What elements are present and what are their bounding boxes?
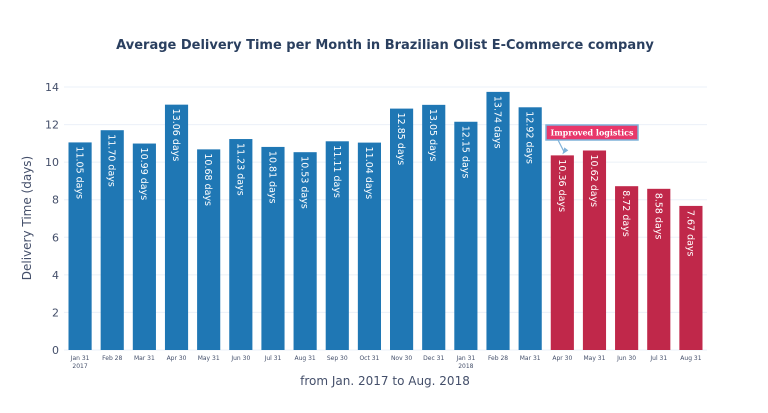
bar-data-label: 10.62 days [588, 154, 599, 207]
bar-data-label: 12.92 days [524, 111, 535, 164]
x-tick-label: Feb 28 [488, 355, 508, 362]
bar-data-label: 12.15 days [459, 126, 470, 179]
bar-data-label: 10.99 days [138, 148, 149, 201]
y-tick-label: 10 [45, 156, 59, 169]
bar [164, 104, 189, 350]
bar [293, 152, 317, 350]
bar-data-label: 8.58 days [652, 193, 663, 240]
bar [357, 142, 381, 350]
bar-data-label: 10.81 days [266, 151, 277, 204]
annotation-arrow-line [557, 139, 565, 153]
x-tick-label: Apr 30 [167, 355, 187, 362]
bar [68, 142, 92, 350]
x-tick-label: May 31 [198, 355, 220, 362]
x-tick-label: Aug 31 [680, 355, 701, 362]
x-tick-label: Jan 31 [455, 355, 475, 362]
bar-data-label: 10.53 days [299, 156, 310, 209]
bar [100, 130, 124, 350]
annotation-arrow-head [562, 147, 569, 155]
x-tick-label: Jan 31 [70, 355, 90, 362]
x-axis-title: from Jan. 2017 to Aug. 2018 [300, 374, 470, 388]
bar [550, 155, 574, 350]
annotation-text: Improved logistics [550, 128, 634, 138]
x-tick-label: Aug 31 [294, 355, 315, 362]
annotation: Improved logistics [545, 124, 639, 155]
x-tick-label: Apr 30 [552, 355, 572, 362]
bar-data-label: 13.06 days [170, 109, 181, 162]
x-tick-label: Jun 30 [230, 355, 250, 362]
x-tick-label: Mar 31 [520, 355, 541, 362]
bar-data-label: 13.74 days [492, 96, 503, 149]
bar [197, 149, 221, 350]
y-tick-label: 12 [45, 119, 59, 132]
chart-title: Average Delivery Time per Month in Brazi… [116, 38, 654, 53]
bar-data-label: 12.85 days [395, 113, 406, 166]
bar [454, 121, 478, 350]
x-tick-label: Nov 30 [391, 355, 412, 362]
bar-data-label: 11.05 days [74, 146, 85, 199]
bar [132, 143, 156, 350]
y-tick-label: 2 [52, 306, 59, 319]
bar [679, 205, 703, 350]
bar [615, 186, 639, 350]
bar [422, 104, 446, 350]
x-tick-year: 2018 [458, 363, 473, 370]
bar [261, 146, 285, 350]
x-tick-label: Jul 31 [649, 355, 667, 362]
bar [582, 150, 607, 350]
x-tick-label: Jul 31 [264, 355, 282, 362]
bar-data-label: 11.11 days [331, 145, 342, 198]
bars: 11.05 days 11.70 days 10.99 days 13.06 days… [68, 91, 703, 351]
bar-data-label: 11.70 days [106, 134, 117, 187]
bar [518, 107, 542, 350]
bar [486, 91, 510, 351]
annotation-box [545, 124, 639, 141]
y-tick-label: 0 [52, 344, 59, 357]
bar-data-label: 11.23 days [234, 143, 245, 196]
x-tick-label: Feb 28 [102, 355, 122, 362]
bar-data-label: 11.04 days [363, 147, 374, 200]
bar [325, 141, 349, 350]
bar-data-label: 7.67 days [684, 210, 695, 257]
bar [390, 108, 414, 350]
bar [647, 188, 671, 350]
x-tick-label: Oct 31 [359, 355, 379, 362]
y-tick-label: 4 [52, 269, 59, 282]
x-tick-label: May 31 [583, 355, 605, 362]
x-tick-label: Sep 30 [327, 355, 348, 362]
bar-data-label: 10.68 days [202, 153, 213, 206]
x-tick-year: 2017 [72, 363, 87, 370]
x-tick-label: Mar 31 [134, 355, 155, 362]
y-tick-label: 14 [45, 81, 59, 94]
x-tick-label: Jun 30 [616, 355, 636, 362]
y-axis-ticks: 0 2 4 6 8 10 12 14 [45, 81, 59, 357]
bar-data-label: 8.72 days [620, 190, 631, 237]
bar-data-label: 13.05 days [427, 109, 438, 162]
y-tick-label: 8 [52, 194, 59, 207]
bar-data-label: 10.36 days [556, 159, 567, 212]
bar [229, 139, 253, 350]
y-tick-label: 6 [52, 231, 59, 244]
y-axis-title: Delivery Time (days) [20, 156, 34, 281]
x-tick-label: Dec 31 [423, 355, 444, 362]
